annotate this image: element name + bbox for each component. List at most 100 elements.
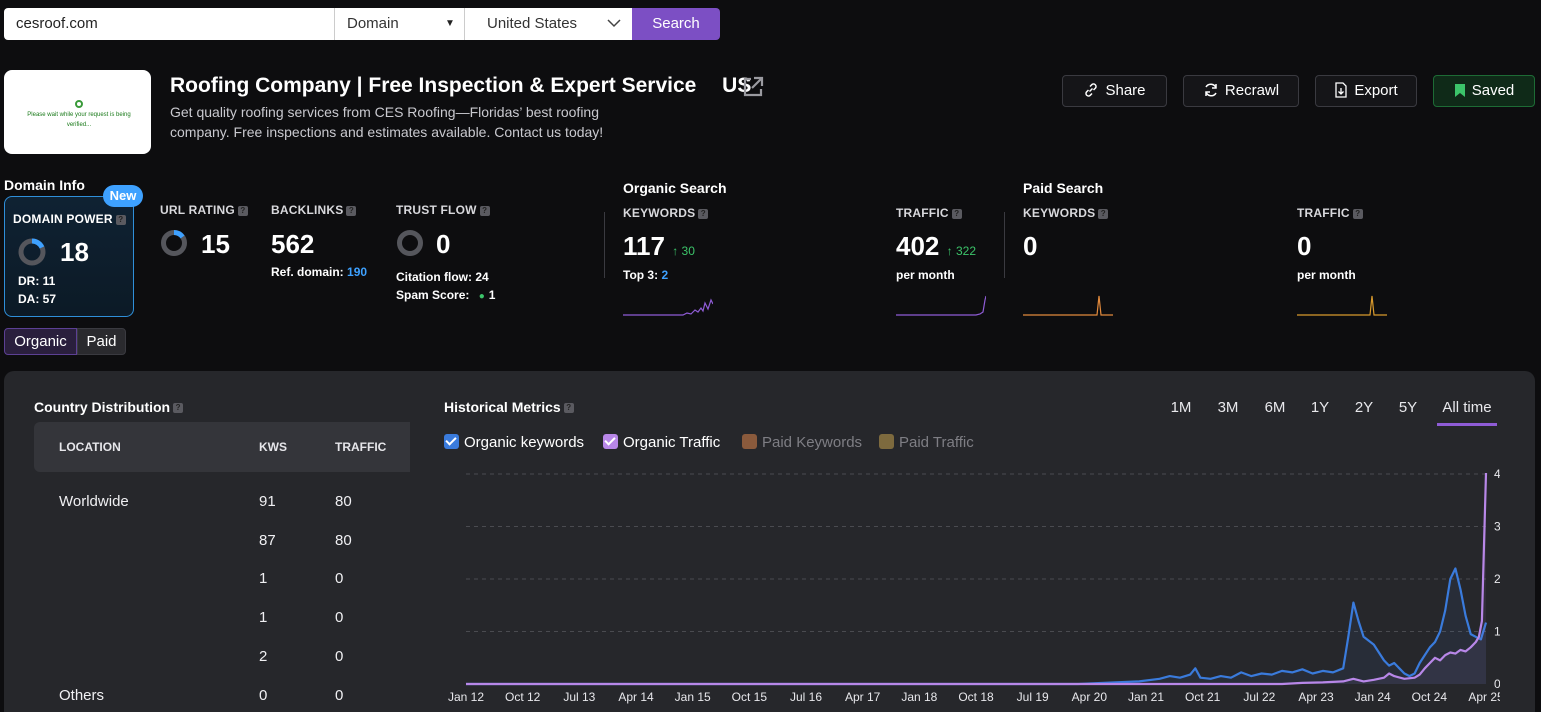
- share-button[interactable]: Share: [1062, 75, 1167, 107]
- range-5y[interactable]: 5Y: [1398, 399, 1418, 416]
- x-tick-label: Apr 17: [845, 690, 881, 704]
- x-tick-label: Oct 12: [505, 690, 541, 704]
- y-tick-label: 100: [1494, 625, 1500, 639]
- checkbox-checked-icon: [603, 434, 618, 449]
- historical-metrics-heading: Historical Metrics?: [444, 399, 574, 415]
- series-area: [466, 568, 1486, 684]
- domain-power-card: DOMAIN POWER? 18 DR: 11 DA: 57: [4, 196, 134, 317]
- export-button[interactable]: Export: [1315, 75, 1417, 107]
- paid-traffic-value: 0: [1297, 231, 1312, 261]
- paid-keywords-sparkline: [1023, 295, 1113, 316]
- paid-traffic-sparkline: [1297, 295, 1387, 316]
- site-thumbnail: Please wait while your request is being …: [4, 70, 151, 154]
- column-location: LOCATION: [59, 440, 121, 454]
- backlinks-value: 562: [271, 229, 315, 259]
- help-icon[interactable]: ?: [237, 205, 248, 216]
- x-tick-label: Apr 20: [1072, 690, 1108, 704]
- x-tick-label: Jan 12: [448, 690, 484, 704]
- site-description: Get quality roofing services from CES Ro…: [170, 104, 604, 140]
- help-icon[interactable]: ?: [173, 403, 184, 414]
- legend-organic-keywords[interactable]: Organic keywords: [444, 434, 584, 451]
- chevron-down-icon: [607, 19, 621, 28]
- range-3m[interactable]: 3M: [1217, 399, 1239, 416]
- x-tick-label: Jan 24: [1355, 690, 1391, 704]
- spam-score: Spam Score: ● 1: [396, 288, 496, 302]
- range-1y[interactable]: 1Y: [1310, 399, 1330, 416]
- range-1m[interactable]: 1M: [1170, 399, 1192, 416]
- citation-flow: Citation flow: 24: [396, 270, 489, 284]
- recrawl-button[interactable]: Recrawl: [1183, 75, 1299, 107]
- ref-domain-value[interactable]: 190: [347, 265, 368, 279]
- spam-dot-icon: ●: [478, 291, 485, 302]
- x-tick-label: Oct 21: [1185, 690, 1221, 704]
- paid-traffic-label: TRAFFIC?: [1297, 206, 1363, 220]
- domain-search-input[interactable]: cesroof.com: [4, 8, 334, 40]
- paid-keywords-value: 0: [1023, 231, 1038, 261]
- help-icon[interactable]: ?: [346, 205, 357, 216]
- top3: Top 3: 2: [623, 268, 669, 282]
- help-icon[interactable]: ?: [479, 205, 490, 216]
- domain-info-heading: Domain Info: [4, 177, 85, 193]
- help-icon[interactable]: ?: [115, 214, 126, 225]
- x-tick-label: Jan 18: [901, 690, 937, 704]
- trust-flow-value: 0: [436, 229, 451, 259]
- help-icon[interactable]: ?: [698, 208, 709, 219]
- x-tick-label: Jan 15: [675, 690, 711, 704]
- ref-domain: Ref. domain: 190: [271, 265, 368, 279]
- domain-power-label: DOMAIN POWER?: [13, 212, 126, 226]
- external-link-icon[interactable]: [742, 76, 764, 98]
- x-tick-label: Jul 19: [1017, 690, 1049, 704]
- domain-power-gauge: [18, 238, 46, 266]
- spinner-icon: [75, 100, 83, 108]
- traffic-delta: ↑ 322: [946, 244, 976, 258]
- saved-button[interactable]: Saved: [1433, 75, 1535, 107]
- help-icon[interactable]: ?: [951, 208, 962, 219]
- share-label: Share: [1105, 82, 1146, 99]
- series-line-organic-keywords: [466, 567, 1488, 686]
- country-select[interactable]: United States: [464, 8, 632, 40]
- caret-down-icon: ▼: [445, 18, 455, 29]
- help-icon[interactable]: ?: [1352, 208, 1363, 219]
- y-tick-label: 300: [1494, 520, 1500, 534]
- search-mode-select[interactable]: Domain ▼: [334, 8, 464, 40]
- country-table-header: [34, 422, 410, 472]
- help-icon[interactable]: ?: [563, 403, 574, 414]
- paid-toggle[interactable]: Paid: [77, 328, 126, 355]
- top3-value[interactable]: 2: [661, 268, 669, 282]
- recrawl-label: Recrawl: [1224, 82, 1280, 99]
- organic-toggle[interactable]: Organic: [4, 328, 77, 355]
- arrow-up-icon: ↑: [672, 244, 679, 258]
- legend-paid-traffic[interactable]: Paid Traffic: [879, 434, 974, 451]
- domain-power-value: 18: [60, 237, 89, 267]
- organic-traffic-value: 402 ↑ 322: [896, 231, 976, 261]
- help-icon[interactable]: ?: [1098, 208, 1109, 219]
- range-all-time[interactable]: All time: [1437, 399, 1497, 426]
- checkbox-unchecked-icon: [742, 434, 757, 449]
- organic-search-heading: Organic Search: [623, 180, 727, 196]
- legend-paid-keywords[interactable]: Paid Keywords: [742, 434, 862, 451]
- organic-keywords-value: 117 ↑ 30: [623, 231, 695, 261]
- legend-organic-traffic[interactable]: Organic Traffic: [603, 434, 720, 451]
- x-tick-label: Apr 23: [1298, 690, 1334, 704]
- refresh-icon: [1205, 83, 1217, 97]
- site-title-row: Roofing Company | Free Inspection & Expe…: [170, 74, 751, 98]
- historical-chart: 0 100 200 300 400 Jan 12 Oct 12 Jul 13 Apr 14 Jan…: [448, 467, 1500, 704]
- search-button[interactable]: Search: [632, 8, 720, 40]
- x-tick-label: Apr 25: [1468, 690, 1500, 704]
- y-tick-label: 400: [1494, 467, 1500, 481]
- range-6m[interactable]: 6M: [1264, 399, 1286, 416]
- x-tick-label: Jul 16: [790, 690, 822, 704]
- thumbnail-text: Please wait while your request is being …: [27, 112, 131, 128]
- column-kws: KWS: [259, 440, 287, 454]
- organic-traffic-label: TRAFFIC?: [896, 206, 962, 220]
- range-2y[interactable]: 2Y: [1354, 399, 1374, 416]
- keywords-delta: ↑ 30: [672, 244, 695, 258]
- url-rating-value: 15: [201, 229, 230, 259]
- trust-flow-label: TRUST FLOW?: [396, 203, 490, 217]
- divider: [604, 212, 605, 278]
- trust-flow-gauge: [397, 230, 423, 256]
- file-export-icon: [1335, 82, 1347, 98]
- country-select-label: United States: [487, 15, 578, 32]
- search-mode-label: Domain: [347, 15, 399, 32]
- checkbox-checked-icon: [444, 434, 459, 449]
